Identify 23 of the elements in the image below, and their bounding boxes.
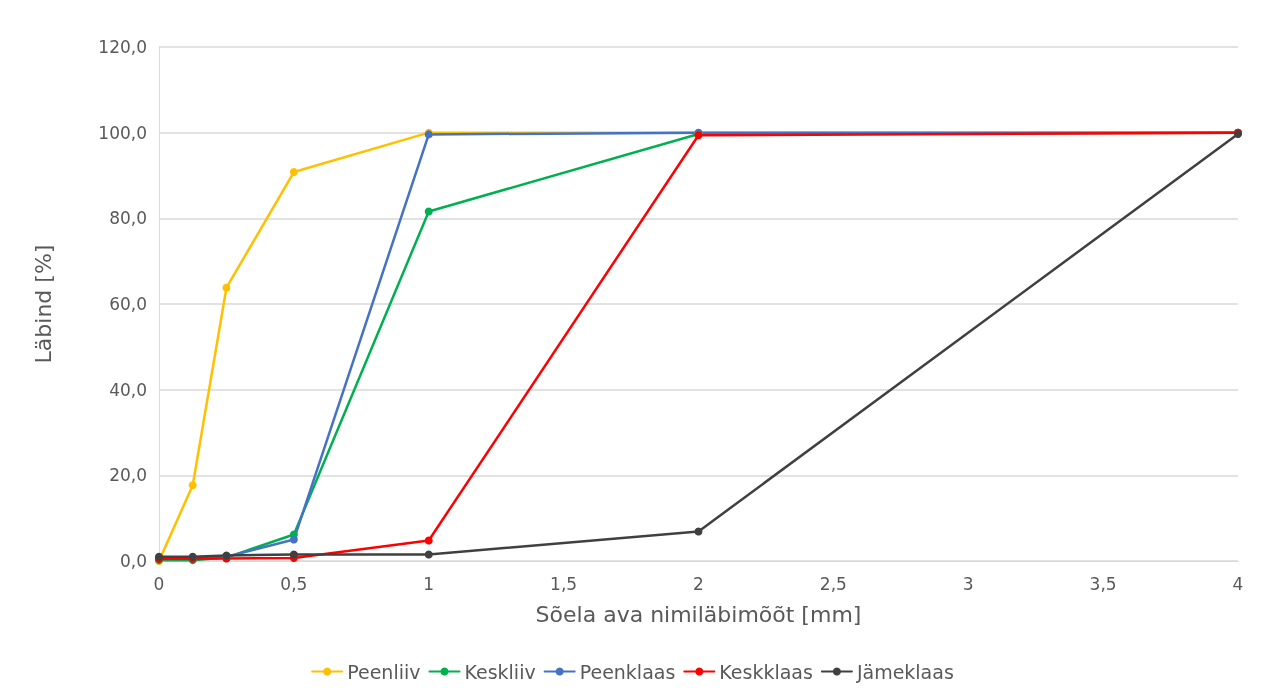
x-tick-label: 2 (693, 573, 704, 594)
y-tick-label: 40,0 (109, 379, 147, 400)
x-tick-label: 2,5 (819, 573, 847, 594)
x-tick-label: 1 (423, 573, 435, 594)
y-tick-label: 120,0 (98, 37, 147, 57)
y-tick-label: 0,0 (119, 551, 147, 571)
legend-label: Keskklaas (719, 660, 813, 683)
x-tick-label: 3 (962, 573, 974, 594)
x-tick-label: 0 (153, 573, 165, 594)
x-tick-label: 3,5 (1089, 573, 1117, 594)
legend-label: Peenklaas (579, 660, 676, 683)
y-tick-label: 20,0 (109, 465, 147, 486)
legend-label: Peenliiv (347, 660, 421, 683)
y-tick-label: 60,0 (109, 294, 147, 314)
y-tick-label: 100,0 (98, 122, 147, 143)
x-tick-label: 1,5 (550, 573, 578, 594)
x-tick-label: 0,5 (280, 573, 308, 594)
legend-label: Keskliiv (464, 660, 536, 683)
legend-label: Jämeklaas (855, 660, 954, 683)
x-axis-title: Sõela ava nimiläbimõõt [mm] (535, 601, 862, 627)
x-tick-label: 4 (1232, 573, 1244, 594)
y-axis-title: Läbind [%] (30, 244, 56, 364)
y-tick-label: 80,0 (109, 208, 147, 229)
